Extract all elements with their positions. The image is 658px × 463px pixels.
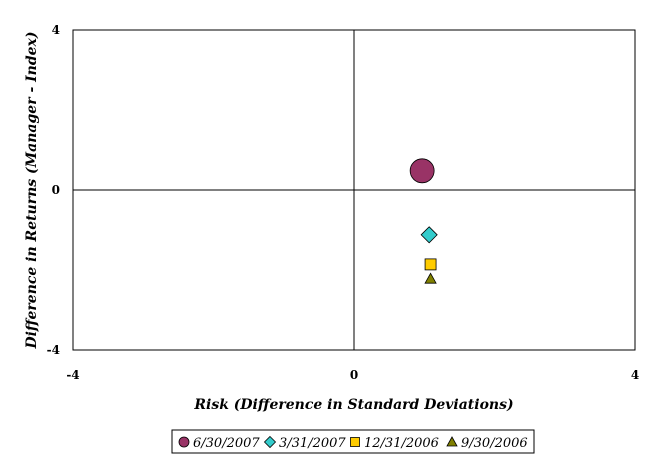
legend-label: 12/31/2006 <box>364 436 439 451</box>
x-tick-label: 4 <box>631 368 639 382</box>
zero-axes <box>73 30 635 350</box>
legend-marker-diamond <box>263 435 277 449</box>
legend: 6/30/2007 3/31/2007 12/31/2006 9/30/2006 <box>178 435 528 451</box>
data-points <box>409 158 438 284</box>
legend-label: 6/30/2007 <box>193 436 260 451</box>
y-axis-title: Difference in Returns (Manager - Index) <box>24 31 40 349</box>
legend-label: 3/31/2007 <box>279 436 346 451</box>
data-point-circle <box>409 158 435 184</box>
legend-marker-square <box>350 437 360 447</box>
legend-marker-triangle <box>446 436 458 447</box>
y-tick-label: 0 <box>52 183 60 197</box>
x-tick-label: -4 <box>66 368 79 382</box>
x-tick-label: 0 <box>350 368 358 382</box>
legend-marker-circle <box>178 436 190 448</box>
y-tick-label: 4 <box>52 23 60 37</box>
y-tick-label: -4 <box>47 343 60 357</box>
legend-label: 9/30/2006 <box>461 436 528 451</box>
data-point-square <box>424 258 437 271</box>
x-axis-title: Risk (Difference in Standard Deviations) <box>193 397 513 413</box>
tick-labels: -4 0 4 4 0 -4 <box>47 23 640 382</box>
data-point-triangle <box>424 272 437 284</box>
data-point-diamond <box>420 226 438 244</box>
